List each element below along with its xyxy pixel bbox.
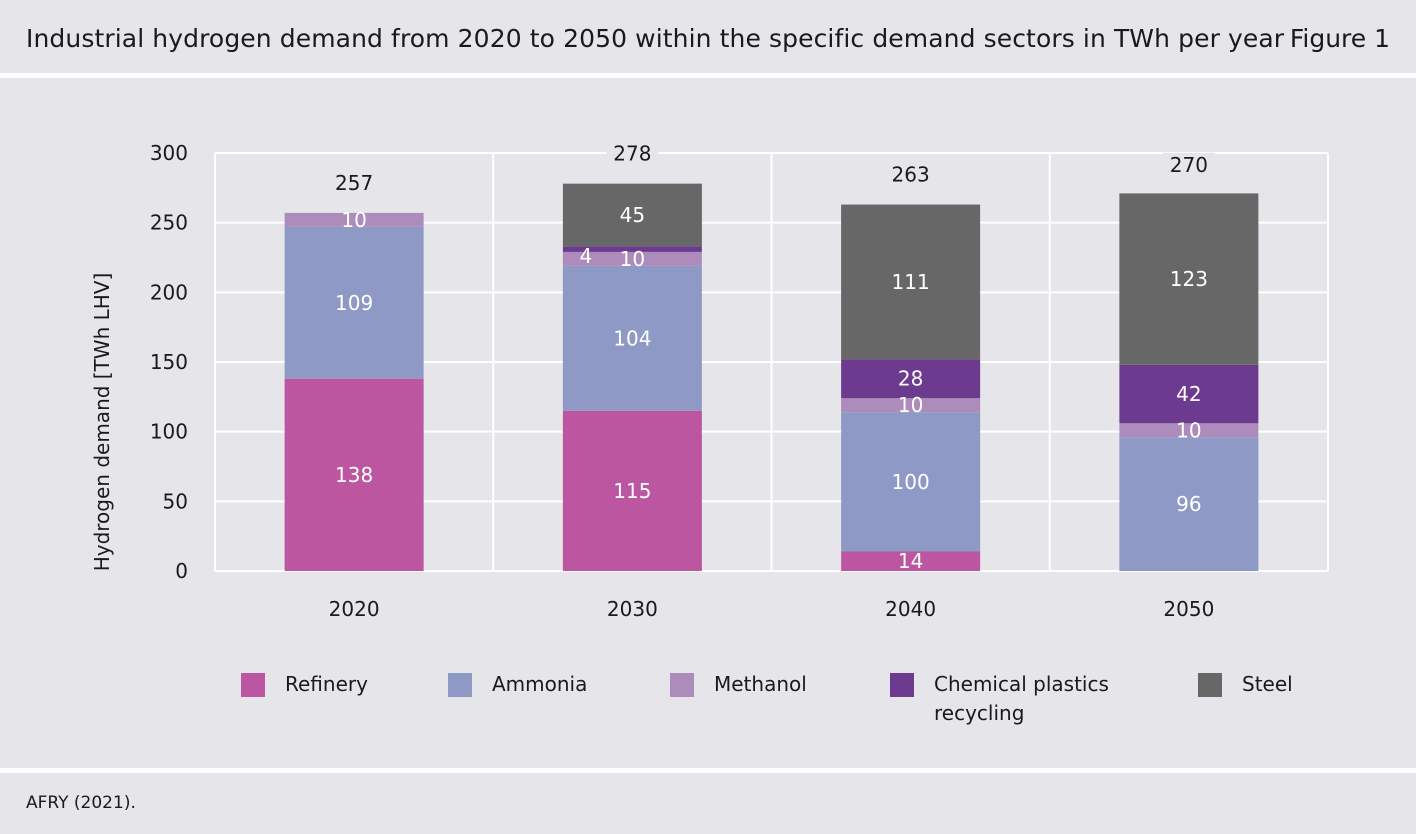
- bar-segment: [562, 183, 702, 247]
- y-tick-label: 50: [163, 489, 188, 513]
- legend-swatch: [448, 673, 472, 697]
- legend-swatch: [890, 673, 914, 697]
- legend-label: Refinery: [285, 672, 368, 696]
- bar-segment: [562, 246, 702, 252]
- segment-value-label: 111: [892, 270, 930, 294]
- total-value-label: 263: [892, 163, 930, 187]
- segment-value-label: 104: [613, 326, 651, 350]
- footer-divider: [0, 768, 1416, 773]
- segment-value-label: 45: [620, 203, 645, 227]
- header: Industrial hydrogen demand from 2020 to …: [0, 0, 1416, 73]
- bar-segment: [1119, 437, 1259, 571]
- y-axis-title: Hydrogen demand [TWh LHV]: [90, 273, 114, 572]
- x-tick-label: 2020: [329, 597, 380, 621]
- legend-item: Refinery: [241, 670, 475, 699]
- header-divider: [0, 73, 1416, 78]
- segment-value-label: 138: [335, 463, 373, 487]
- stacked-bar-chart: 0501001502002503001381091025720201151041…: [90, 141, 1329, 621]
- segment-value-label: 4: [580, 244, 593, 268]
- legend-swatch: [670, 673, 694, 697]
- legend-item: Chemical plastics recycling: [890, 670, 1114, 728]
- bar-segment: [841, 551, 981, 571]
- y-tick-label: 250: [150, 211, 188, 235]
- segment-value-label: 10: [341, 208, 366, 232]
- segment-value-label: 42: [1176, 382, 1201, 406]
- bar-segment: [562, 251, 702, 266]
- segment-value-label: 10: [1176, 418, 1201, 442]
- segment-value-label: 14: [898, 549, 923, 573]
- label-layer: 0501001502002503001381091025720201151041…: [150, 141, 1215, 621]
- chart-title: Industrial hydrogen demand from 2020 to …: [26, 24, 1285, 53]
- segment-value-label: 96: [1176, 492, 1201, 516]
- y-tick-label: 300: [150, 141, 188, 165]
- total-value-label: 270: [1170, 153, 1208, 177]
- segment-value-label: 100: [892, 470, 930, 494]
- total-label-bg: [606, 141, 659, 166]
- total-value-label: 257: [335, 171, 373, 195]
- legend-item: Methanol: [670, 670, 904, 699]
- bar-layer: [284, 183, 1259, 571]
- y-tick-label: 100: [150, 420, 188, 444]
- segment-value-label: 123: [1170, 267, 1208, 291]
- total-label-bg: [884, 162, 937, 187]
- bar-segment: [841, 204, 981, 360]
- bar-segment: [284, 212, 424, 227]
- total-label-bg: [328, 170, 381, 195]
- bar-segment: [284, 378, 424, 571]
- legend-swatch: [1198, 673, 1222, 697]
- segment-value-label: 10: [898, 393, 923, 417]
- segment-value-label: 28: [898, 367, 923, 391]
- bar-segment: [284, 226, 424, 379]
- x-tick-label: 2040: [885, 597, 936, 621]
- bar-segment: [841, 398, 981, 413]
- legend-label: Steel: [1242, 672, 1293, 696]
- total-value-label: 278: [613, 142, 651, 166]
- legend-swatch: [241, 673, 265, 697]
- bar-segment: [562, 265, 702, 411]
- total-label-bg: [1162, 152, 1215, 177]
- legend-label: Chemical plastics recycling: [934, 672, 1109, 725]
- legend-item: Steel: [1198, 670, 1416, 699]
- y-tick-label: 0: [175, 559, 188, 583]
- x-tick-label: 2030: [607, 597, 658, 621]
- y-tick-label: 150: [150, 350, 188, 374]
- bar-segment: [562, 410, 702, 571]
- bar-segment: [1119, 193, 1259, 365]
- bar-segment: [1119, 423, 1259, 438]
- legend-label: Ammonia: [492, 672, 588, 696]
- legend-item: Ammonia: [448, 670, 682, 699]
- segment-value-label: 115: [613, 479, 651, 503]
- figure-label: Figure 1: [1289, 24, 1390, 53]
- segment-value-label: 10: [620, 247, 645, 271]
- y-tick-label: 200: [150, 280, 188, 304]
- bar-segment: [1119, 364, 1259, 424]
- bar-segment: [841, 412, 981, 552]
- bar-segment: [841, 359, 981, 399]
- source-note: AFRY (2021).: [26, 793, 136, 813]
- legend-label: Methanol: [714, 672, 807, 696]
- segment-value-label: 109: [335, 291, 373, 315]
- x-tick-label: 2050: [1163, 597, 1214, 621]
